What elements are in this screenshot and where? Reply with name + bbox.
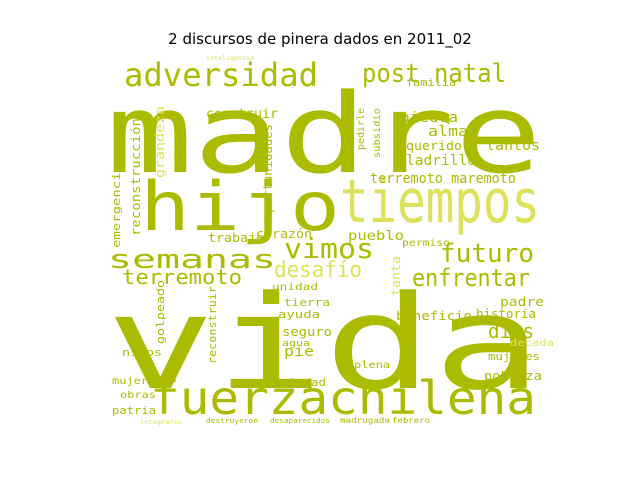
word-48: agua xyxy=(282,339,310,349)
word-39: reconstruir xyxy=(206,286,219,364)
word-45: sociedad xyxy=(266,376,326,389)
word-43: obras xyxy=(120,390,156,401)
word-24: grandeza xyxy=(153,106,167,178)
word-7: post natal xyxy=(362,59,506,89)
word-58: integrarse xyxy=(140,419,182,426)
word-29: historia xyxy=(476,307,536,321)
word-31: beneficio xyxy=(396,309,472,323)
word-37: unidad xyxy=(272,282,318,293)
word-4: hijo xyxy=(140,168,340,247)
word-20: querido xyxy=(406,139,462,153)
word-56: desaparecidos xyxy=(270,417,330,425)
word-1: madre xyxy=(106,70,542,198)
word-16: ladrillo xyxy=(406,153,476,169)
word-49: tanta xyxy=(389,256,403,296)
word-12: terremoto xyxy=(122,265,242,289)
word-28: trabajo xyxy=(208,231,264,245)
word-11: enfrentar xyxy=(412,264,530,292)
word-2: vida xyxy=(106,267,542,419)
word-27: corazón xyxy=(256,227,312,241)
word-53: pedirle xyxy=(356,108,367,150)
word-17: tantos xyxy=(486,138,540,154)
word-32: mujeres xyxy=(488,350,540,363)
word-35: ayuda xyxy=(278,308,320,321)
word-50: decada xyxy=(510,338,554,349)
word-42: mujer xyxy=(112,376,148,387)
word-23: reconstrucción xyxy=(129,118,143,236)
word-41: niños xyxy=(122,346,162,359)
word-22: oportunidades xyxy=(261,124,275,220)
word-6: adversidad xyxy=(124,56,318,94)
word-13: desafío xyxy=(274,258,362,283)
word-36: seguro xyxy=(282,325,332,339)
word-38: pie xyxy=(284,344,314,360)
word-59: inteligencia xyxy=(206,55,254,62)
word-57: destruyeron xyxy=(206,417,258,425)
word-54: madrugada xyxy=(340,416,390,425)
word-14: dios xyxy=(488,319,534,343)
word-19: alma xyxy=(428,124,468,140)
word-44: patria xyxy=(112,404,156,417)
word-5: tiempos xyxy=(340,167,540,237)
word-10: futuro xyxy=(440,239,534,269)
word-46: plena xyxy=(354,360,390,371)
word-8: semanas xyxy=(108,245,276,275)
chart-title: 2 discursos de pinera dados en 2011_02 xyxy=(168,30,472,48)
word-34: tierra xyxy=(284,296,330,309)
word-40: golpeado xyxy=(154,280,167,344)
word-47: familia xyxy=(406,76,456,89)
word-55: febrero xyxy=(392,416,430,425)
word-26: pueblo xyxy=(348,229,404,244)
word-18: piedra xyxy=(400,110,458,126)
word-51: permiso xyxy=(402,238,450,249)
word-25: emergencia xyxy=(110,164,123,248)
word-52: subsidio xyxy=(372,108,383,158)
word-15: terremoto maremoto xyxy=(370,171,516,187)
word-3: fuerzachilena xyxy=(150,371,536,425)
word-30: padre xyxy=(500,295,544,309)
word-21: construir xyxy=(206,107,278,122)
word-33: pobreza xyxy=(484,369,542,383)
word-9: vimos xyxy=(284,232,374,265)
